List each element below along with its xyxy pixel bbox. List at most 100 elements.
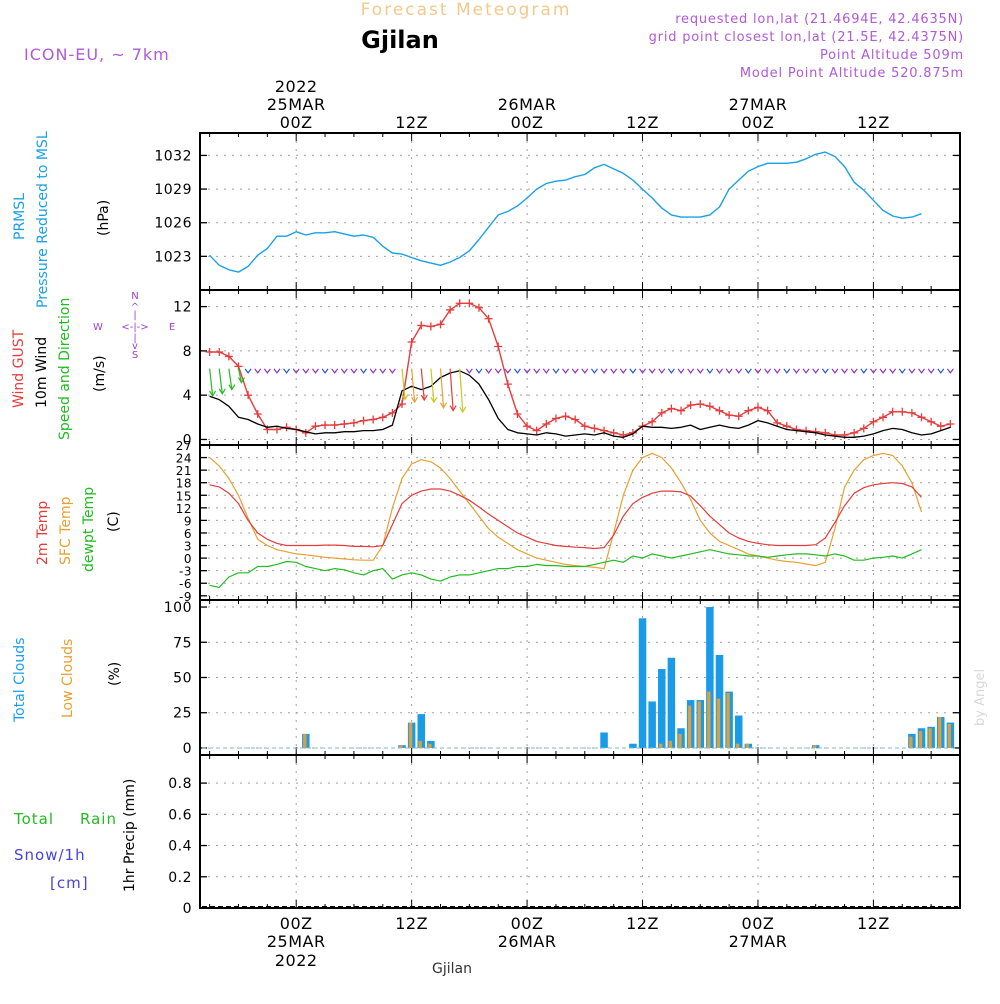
gust-marker (224, 352, 233, 361)
direction-arrow (725, 368, 733, 374)
direction-arrow (918, 368, 925, 374)
direction-arrow-head (237, 377, 245, 384)
time-label-bottom: 12Z (626, 914, 659, 933)
requested-coords: requested lon,lat (21.4694E, 42.4635N) (675, 12, 964, 27)
direction-arrow (420, 368, 425, 401)
low-cloud-bar (303, 733, 307, 748)
total-cloud-bar (629, 743, 637, 748)
gust-marker (744, 406, 753, 415)
temperature-panel-labels: 2m Temp SFC Temp dewpt Temp (C) (35, 487, 122, 572)
cloud-unit-label: (%) (107, 662, 123, 686)
gust-marker (792, 425, 801, 434)
total-cloud-bar (638, 618, 647, 748)
direction-arrow (908, 368, 916, 374)
low-cloud-bar (947, 724, 952, 748)
gust-marker (321, 421, 330, 430)
direction-arrow (860, 368, 868, 374)
gust-marker (667, 404, 676, 413)
time-label-top: 2022 (275, 77, 318, 96)
direction-arrow (590, 368, 598, 374)
panel-precipitation: 0 0.2 0.4 0.6 0.8 (168, 754, 961, 917)
gust-marker (205, 348, 214, 356)
direction-arrow (273, 368, 281, 374)
gust-marker (369, 415, 378, 424)
panel-frame (199, 132, 961, 291)
tick-label-y: 1026 (154, 216, 192, 232)
low-cloud-bar (735, 743, 740, 748)
total-label: Total (13, 810, 54, 828)
direction-arrow-head (459, 406, 467, 414)
gust-marker (349, 418, 358, 427)
direction-arrow (744, 368, 752, 374)
svg-text:S: S (132, 350, 138, 361)
direction-arrow (831, 368, 839, 374)
product-title: Forecast Meteogram (361, 0, 572, 20)
tick-label-y: 50 (173, 671, 192, 687)
direction-arrow (687, 368, 695, 374)
direction-arrow-head (430, 396, 438, 404)
low-cloud-bar (726, 693, 730, 748)
gust-marker (763, 406, 772, 415)
direction-arrow-head (218, 388, 226, 395)
direction-arrow-head (449, 405, 457, 412)
direction-arrow (254, 368, 262, 374)
direction-arrow (459, 368, 464, 413)
direction-arrow (430, 368, 435, 403)
tick-label-y: 6 (184, 527, 192, 541)
direction-arrow (850, 368, 858, 374)
gust-marker (657, 408, 666, 417)
direction-arrow (754, 368, 762, 374)
gust-marker (802, 426, 811, 435)
time-label-top: 00Z (280, 113, 313, 132)
time-label-top: 00Z (511, 113, 544, 132)
direction-arrow (465, 368, 473, 374)
direction-arrow (475, 368, 483, 374)
panel-pressure: 1023 1026 1029 1032 (154, 132, 961, 291)
point-altitude: Point Altitude 509m (820, 48, 964, 63)
time-label-top: 12Z (626, 113, 659, 132)
gust-marker (907, 408, 916, 417)
direction-arrow (735, 368, 743, 374)
direction-arrow (764, 368, 772, 374)
svg-text:E: E (169, 322, 175, 333)
gust-line (209, 302, 951, 436)
gust-marker (494, 342, 503, 351)
gust-marker (590, 424, 599, 433)
direction-arrow (209, 368, 214, 396)
direction-arrow (244, 368, 252, 374)
panel-frame (199, 754, 961, 909)
pressure-panel-labels: PRMSL Pressure Reduced to MSL (hPa) (12, 131, 112, 308)
direction-arrow (629, 368, 637, 374)
direction-arrow (889, 368, 897, 374)
direction-arrow (439, 368, 445, 408)
gust-marker (705, 402, 714, 411)
direction-arrow (388, 368, 396, 374)
direction-arrow (706, 368, 714, 374)
direction-arrow-head (439, 402, 448, 409)
direction-arrow (648, 368, 656, 374)
svg-text:N: N (131, 291, 138, 302)
direction-arrow (821, 368, 829, 374)
gust-marker (503, 380, 512, 389)
tick-label-y: 12 (176, 502, 192, 516)
low-cloud-bar (918, 731, 923, 748)
gust-marker (898, 407, 907, 416)
tick-label-y: -9 (179, 590, 192, 604)
tick-label-y: 0 (183, 432, 192, 448)
time-label-top: 27MAR (729, 95, 788, 114)
direction-arrow (552, 368, 560, 374)
tick-label-y: 1023 (154, 249, 192, 265)
gust-marker (455, 299, 464, 308)
total-cloud-bar (667, 657, 676, 748)
total-cloud-bar (658, 669, 666, 748)
time-label-bottom: 25MAR (267, 932, 326, 951)
tick-label-y: 8 (183, 344, 192, 360)
direction-arrow (802, 368, 810, 374)
tick-label-y: 0 (184, 552, 192, 566)
low-cloud-bar (745, 743, 749, 748)
svg-text:v: v (132, 341, 138, 352)
direction-arrow (792, 368, 800, 374)
direction-arrow (898, 368, 906, 374)
